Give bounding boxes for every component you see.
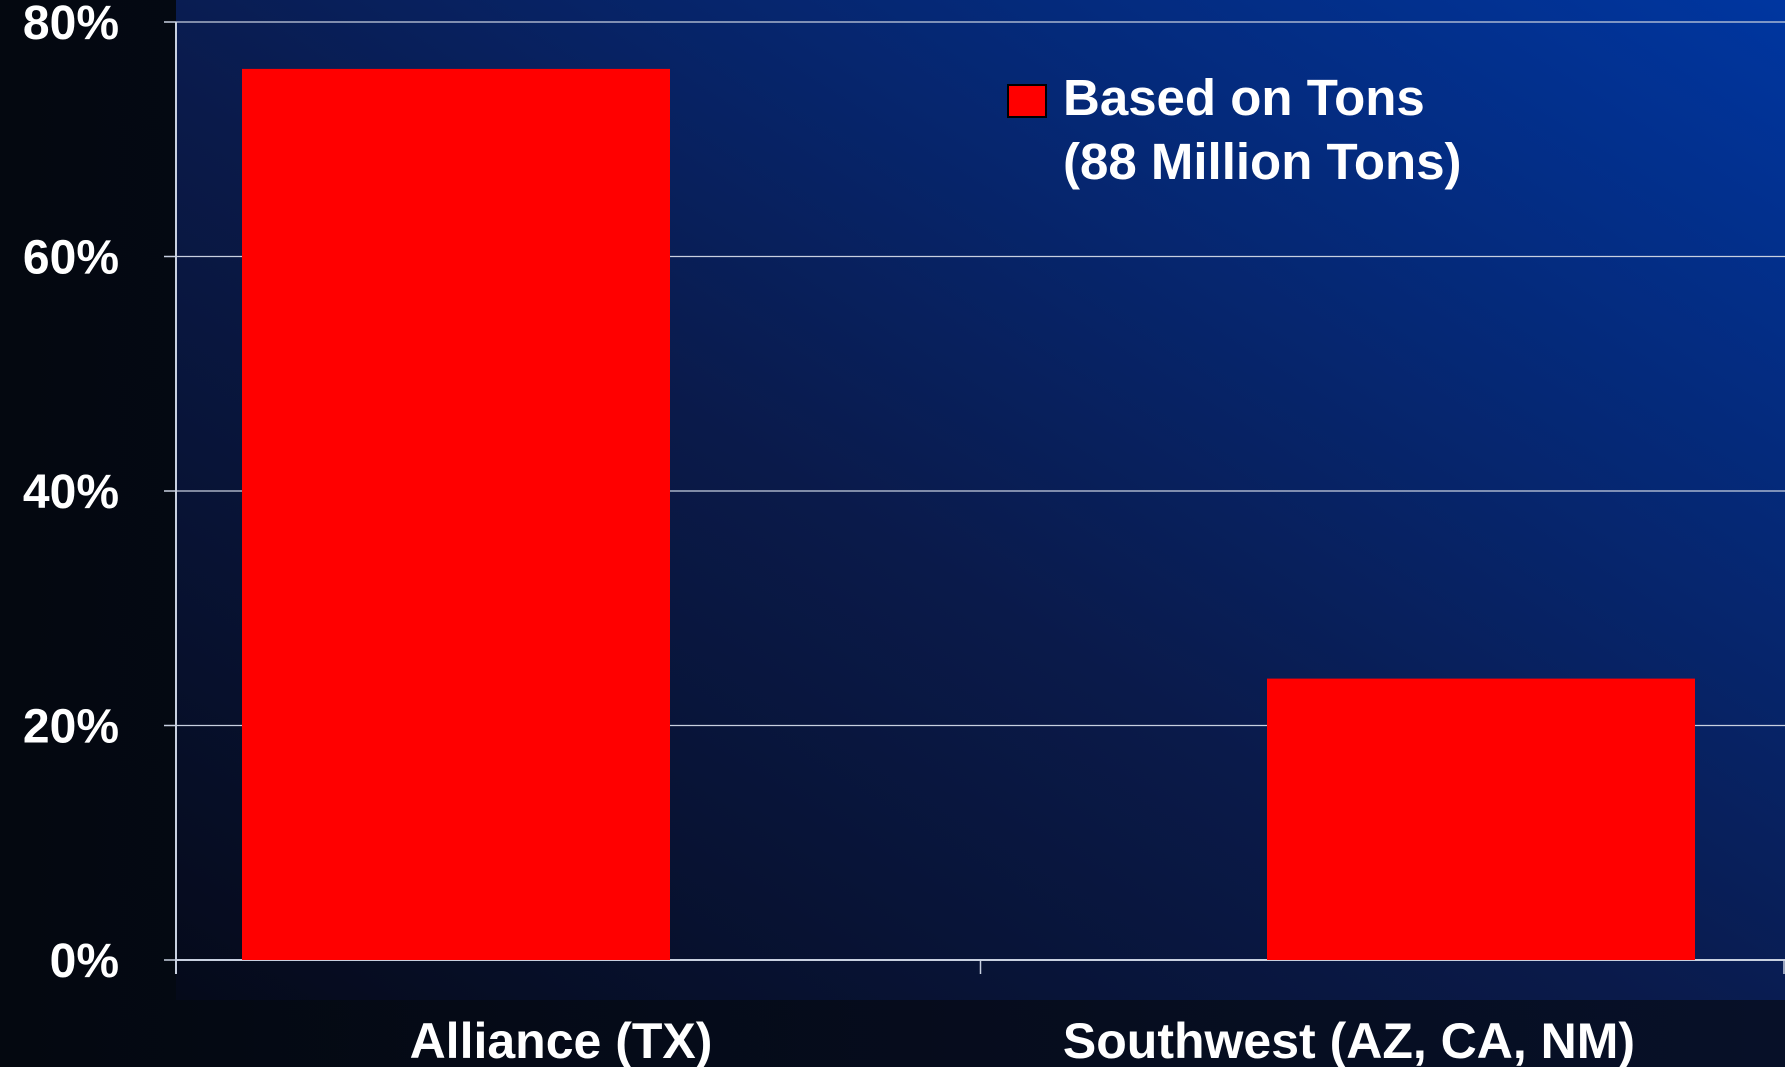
legend-label: Based on Tons (88 Million Tons): [1063, 69, 1462, 190]
y-tick-label: 80%: [23, 0, 119, 50]
legend: Based on Tons (88 Million Tons): [1007, 69, 1462, 194]
y-tick-label: 60%: [23, 232, 119, 285]
bar: [1267, 678, 1695, 960]
y-tick-label: 40%: [23, 466, 119, 519]
x-tick-label: Alliance (TX): [410, 1013, 713, 1067]
legend-swatch: [1007, 84, 1047, 118]
y-tick-label: 20%: [23, 701, 119, 754]
y-tick-label: 0%: [50, 935, 119, 988]
x-tick-label: Southwest (AZ, CA, NM): [1063, 1013, 1635, 1067]
bar: [242, 68, 670, 960]
